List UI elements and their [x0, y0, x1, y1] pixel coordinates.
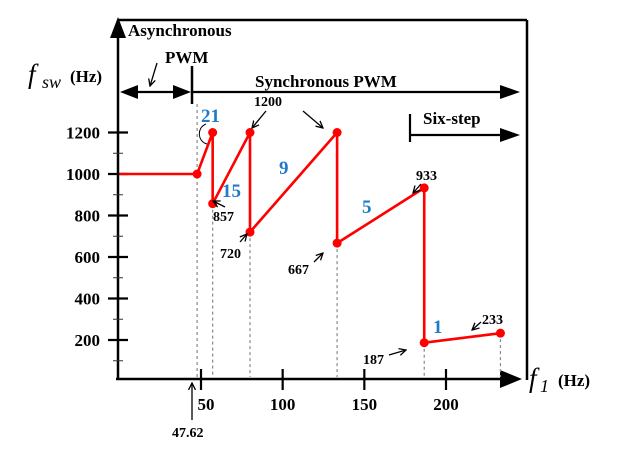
series-markers-group — [192, 128, 505, 348]
sixstep-label: Six-step — [423, 109, 481, 128]
annotation-720: 720 — [220, 247, 241, 262]
annotation-47-62: 47.62 — [172, 426, 204, 441]
annotation-667: 667 — [288, 263, 309, 278]
annotation-233-arrow — [472, 321, 482, 330]
annotation-233: 233 — [482, 313, 503, 328]
y-tick-label: 200 — [75, 331, 101, 350]
sync-range-arrow — [192, 85, 520, 99]
y-axis-symbol: f — [28, 59, 39, 89]
x-axis-unit: (Hz) — [558, 371, 590, 390]
y-axis-subscript: sw — [42, 72, 61, 92]
ratio-label-9: 9 — [279, 158, 289, 179]
plot-frame — [118, 18, 529, 380]
data-point — [245, 128, 255, 137]
y-tick-label: 1000 — [66, 165, 100, 184]
x-axis — [116, 370, 522, 388]
annotation-187: 187 — [363, 353, 384, 368]
data-point — [192, 169, 202, 179]
y-tick-label: 1200 — [66, 124, 100, 143]
y-axis-arrow-icon — [110, 17, 126, 38]
ratio-21-curl-arrow — [198, 123, 208, 145]
x-axis-symbol: f — [529, 363, 540, 393]
x-axis-subscript: 1 — [540, 376, 549, 396]
data-point — [419, 338, 429, 348]
x-tick-label: 50 — [198, 395, 215, 414]
annotation-187-arrow — [388, 350, 406, 355]
annotation-857-arrow — [213, 201, 226, 207]
async-range-arrow — [120, 85, 191, 99]
ratio-label-21: 21 — [201, 106, 220, 127]
x-tick-label: 150 — [352, 395, 378, 414]
x-axis-arrow-icon — [500, 370, 522, 388]
annotation-1200-arrow-right — [302, 110, 323, 128]
data-point — [419, 183, 429, 193]
x-tick-label: 100 — [270, 395, 296, 414]
annotation-933: 933 — [416, 169, 437, 184]
x-tick-label: 200 — [433, 395, 459, 414]
ratio-label-1: 1 — [433, 317, 443, 338]
annotation-1200: 1200 — [254, 95, 282, 110]
series-line-fsw — [119, 131, 501, 344]
y-axis-unit: (Hz) — [70, 67, 102, 86]
annotation-857: 857 — [213, 210, 234, 225]
y-tick-label: 600 — [75, 248, 101, 267]
annotation-720-arrow — [240, 234, 247, 243]
data-point — [332, 128, 342, 137]
y-tick-label: 400 — [75, 290, 101, 309]
async-label-line2: PWM — [165, 48, 208, 67]
data-point — [245, 227, 255, 237]
sync-label: Synchronous PWM — [255, 72, 397, 91]
ratio-label-5: 5 — [362, 197, 372, 218]
y-tick-label: 800 — [75, 207, 101, 226]
series-line-group — [119, 131, 501, 344]
annotation-933-arrow — [413, 183, 422, 193]
data-point — [495, 328, 505, 338]
data-point — [208, 128, 218, 137]
annotation-1200-arrow-left — [252, 110, 267, 128]
async-pointer-arrow — [150, 62, 158, 86]
data-point — [208, 199, 218, 209]
data-point — [332, 238, 342, 248]
async-label-line1: Asynchronous — [128, 21, 232, 40]
y-axis — [110, 17, 126, 380]
sixstep-range-arrow — [408, 114, 520, 142]
ratio-label-15: 15 — [222, 181, 241, 202]
annotation-667-arrow — [313, 253, 323, 263]
